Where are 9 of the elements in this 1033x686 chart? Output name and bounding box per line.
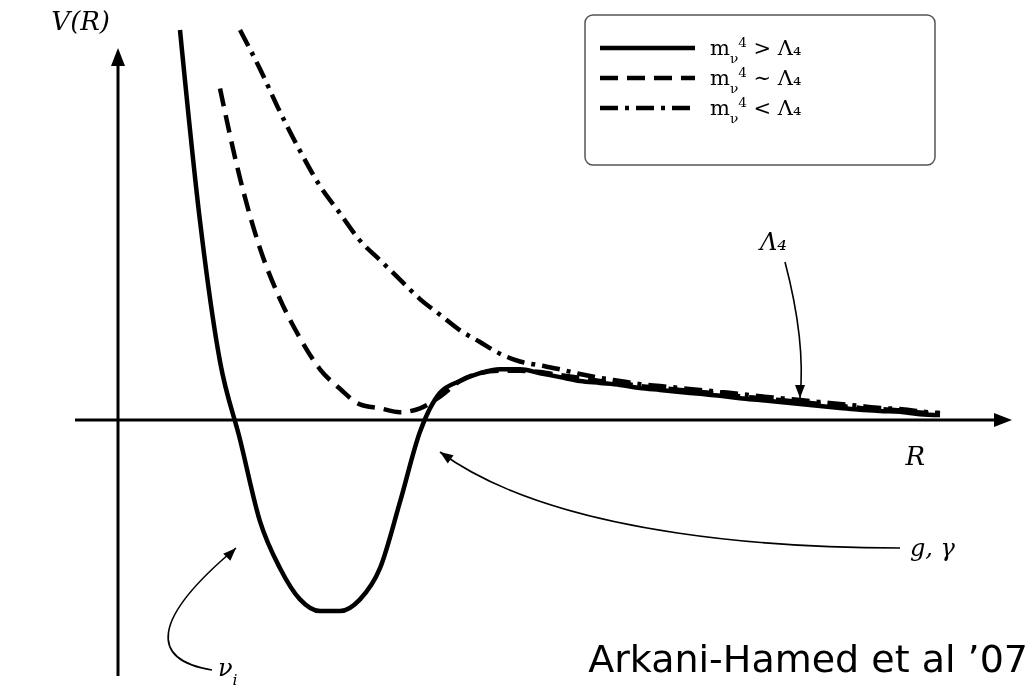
text: Arkani-Hamed et al ’07 [588,637,1028,681]
text: ν$_{i}$ [218,654,238,686]
annotation: g, γ [910,534,956,562]
y-axis-title: V(R) [51,6,110,36]
annotation: Λ₄ [758,228,787,256]
legend-label: m$_{ν}$$^{4}$ ∼ Λ₄ [710,64,802,96]
legend-label: m$_{ν}$$^{4}$ < Λ₄ [710,94,802,126]
legend-label: m$_{ν}$$^{4}$ > Λ₄ [710,34,802,66]
x-axis-title: R [904,441,925,471]
